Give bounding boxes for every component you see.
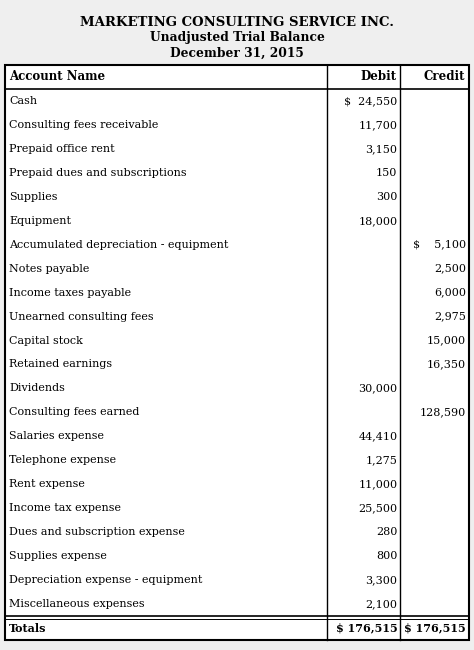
Text: 18,000: 18,000 [358, 216, 397, 226]
Text: 2,100: 2,100 [365, 599, 397, 609]
Text: Prepaid dues and subscriptions: Prepaid dues and subscriptions [9, 168, 187, 178]
Text: Depreciation expense - equipment: Depreciation expense - equipment [9, 575, 202, 585]
Text: Telephone expense: Telephone expense [9, 455, 116, 465]
Text: 2,500: 2,500 [434, 264, 466, 274]
Text: Totals: Totals [9, 623, 46, 634]
Text: 1,275: 1,275 [365, 455, 397, 465]
Text: $  24,550: $ 24,550 [344, 96, 397, 106]
Text: 11,700: 11,700 [358, 120, 397, 130]
Bar [5, 65, 469, 640]
Text: Consulting fees receivable: Consulting fees receivable [9, 120, 158, 130]
Text: $ 176,515: $ 176,515 [336, 623, 397, 634]
Text: 44,410: 44,410 [358, 432, 397, 441]
Text: 280: 280 [376, 527, 397, 537]
Text: Capital stock: Capital stock [9, 335, 83, 346]
Text: $    5,100: $ 5,100 [413, 240, 466, 250]
Text: Miscellaneous expenses: Miscellaneous expenses [9, 599, 145, 609]
Text: 3,300: 3,300 [365, 575, 397, 585]
Text: 6,000: 6,000 [434, 287, 466, 298]
Text: 15,000: 15,000 [427, 335, 466, 346]
Text: Account Name: Account Name [9, 70, 105, 83]
Text: 2,975: 2,975 [434, 311, 466, 322]
Text: 128,590: 128,590 [420, 408, 466, 417]
Text: Equipment: Equipment [9, 216, 71, 226]
Text: Supplies: Supplies [9, 192, 57, 202]
Text: 30,000: 30,000 [358, 384, 397, 393]
Text: Cash: Cash [9, 96, 37, 106]
Text: 16,350: 16,350 [427, 359, 466, 369]
Text: Retained earnings: Retained earnings [9, 359, 112, 369]
Text: 11,000: 11,000 [358, 479, 397, 489]
Text: Income taxes payable: Income taxes payable [9, 287, 131, 298]
Text: Rent expense: Rent expense [9, 479, 85, 489]
Text: 3,150: 3,150 [365, 144, 397, 154]
Text: Unearned consulting fees: Unearned consulting fees [9, 311, 154, 322]
Text: Consulting fees earned: Consulting fees earned [9, 408, 139, 417]
Text: Prepaid office rent: Prepaid office rent [9, 144, 115, 154]
Text: 300: 300 [376, 192, 397, 202]
Text: Unadjusted Trial Balance: Unadjusted Trial Balance [150, 31, 324, 44]
Text: Dues and subscription expense: Dues and subscription expense [9, 527, 185, 537]
Text: Credit: Credit [423, 70, 465, 83]
Text: $ 176,515: $ 176,515 [404, 623, 466, 634]
Text: Dividends: Dividends [9, 384, 65, 393]
Text: Supplies expense: Supplies expense [9, 551, 107, 561]
Text: 800: 800 [376, 551, 397, 561]
Text: 25,500: 25,500 [358, 503, 397, 514]
Text: Income tax expense: Income tax expense [9, 503, 121, 514]
Text: MARKETING CONSULTING SERVICE INC.: MARKETING CONSULTING SERVICE INC. [80, 16, 394, 29]
Text: 150: 150 [376, 168, 397, 178]
Text: December 31, 2015: December 31, 2015 [170, 47, 304, 60]
Text: Notes payable: Notes payable [9, 264, 90, 274]
Text: Debit: Debit [360, 70, 396, 83]
Text: Salaries expense: Salaries expense [9, 432, 104, 441]
Bar [5, 65, 469, 640]
Text: Accumulated depreciation - equipment: Accumulated depreciation - equipment [9, 240, 228, 250]
